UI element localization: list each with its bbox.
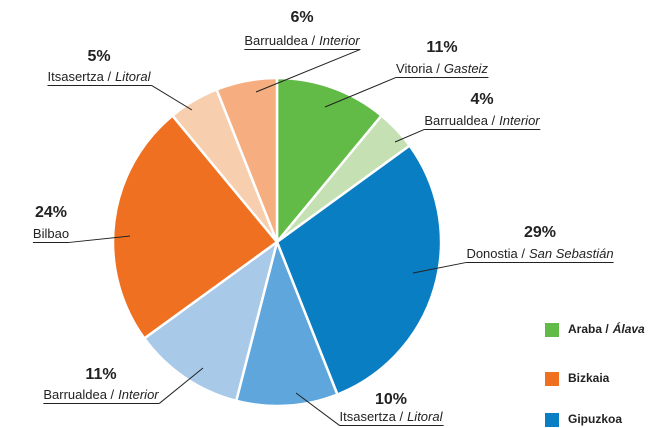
legend-swatch bbox=[545, 323, 559, 337]
slice-label: Vitoria / Gasteiz bbox=[396, 61, 488, 76]
slice-label: Araba / Álava bbox=[568, 321, 645, 336]
pie-slice bbox=[275, 76, 384, 246]
leader-line bbox=[69, 235, 131, 243]
value-label: 24% bbox=[35, 204, 67, 221]
label-main: Bizkaia bbox=[568, 371, 610, 385]
label-alt: San Sebastián bbox=[529, 246, 614, 261]
leader-line bbox=[151, 85, 193, 111]
value-label: 5% bbox=[87, 48, 110, 65]
label-main: Itsasertza / bbox=[48, 69, 112, 84]
value-label: 10% bbox=[375, 391, 407, 408]
value-label: 4% bbox=[470, 91, 493, 108]
label-alt: Interior bbox=[118, 387, 159, 402]
slice-label: Gipuzkoa bbox=[568, 412, 622, 426]
slice-label: Barrualdea / Interior bbox=[244, 33, 360, 48]
slice-label: Itsasertza / Litoral bbox=[48, 69, 152, 84]
pie-slice bbox=[142, 238, 280, 403]
label-main: Araba / bbox=[568, 322, 609, 336]
label-alt: Litoral bbox=[115, 69, 152, 84]
value-label: 29% bbox=[524, 224, 556, 241]
leader-line bbox=[412, 261, 467, 274]
leader-line bbox=[394, 128, 425, 143]
legend-swatch bbox=[545, 372, 559, 386]
label-alt: Interior bbox=[319, 33, 360, 48]
label-main: Gipuzkoa bbox=[568, 412, 622, 426]
label-main: Barrualdea / bbox=[43, 387, 114, 402]
slice-label: Bizkaia bbox=[568, 371, 610, 385]
leader-line bbox=[255, 48, 361, 93]
leader-line bbox=[158, 367, 204, 404]
label-main: Vitoria / bbox=[396, 61, 440, 76]
slice-label: Barrualdea / Interior bbox=[424, 113, 540, 128]
value-label: 11% bbox=[85, 366, 116, 383]
label-alt: Álava bbox=[612, 321, 645, 336]
label-main: Barrualdea / bbox=[424, 113, 495, 128]
pie-slice bbox=[275, 143, 443, 397]
label-main: Itsasertza / bbox=[340, 409, 404, 424]
slice-label: Barrualdea / Interior bbox=[43, 387, 159, 402]
value-label: 11% bbox=[426, 39, 457, 56]
label-main: Bilbao bbox=[33, 226, 69, 241]
slice-label: Bilbao bbox=[33, 226, 69, 241]
label-main: Barrualdea / bbox=[244, 33, 315, 48]
value-label: 6% bbox=[290, 9, 313, 26]
slice-label: Donostia / San Sebastián bbox=[466, 246, 613, 261]
label-alt: Gasteiz bbox=[444, 61, 489, 76]
pie-slice bbox=[234, 237, 339, 408]
pie-slice bbox=[215, 76, 279, 243]
leader-line bbox=[295, 392, 340, 426]
slice-label: Itsasertza / Litoral bbox=[340, 409, 444, 424]
pie-slice bbox=[111, 113, 279, 341]
label-main: Donostia / bbox=[466, 246, 525, 261]
leader-line bbox=[324, 76, 397, 108]
legend-swatch bbox=[545, 413, 559, 427]
label-alt: Interior bbox=[499, 113, 540, 128]
label-alt: Litoral bbox=[407, 409, 444, 424]
